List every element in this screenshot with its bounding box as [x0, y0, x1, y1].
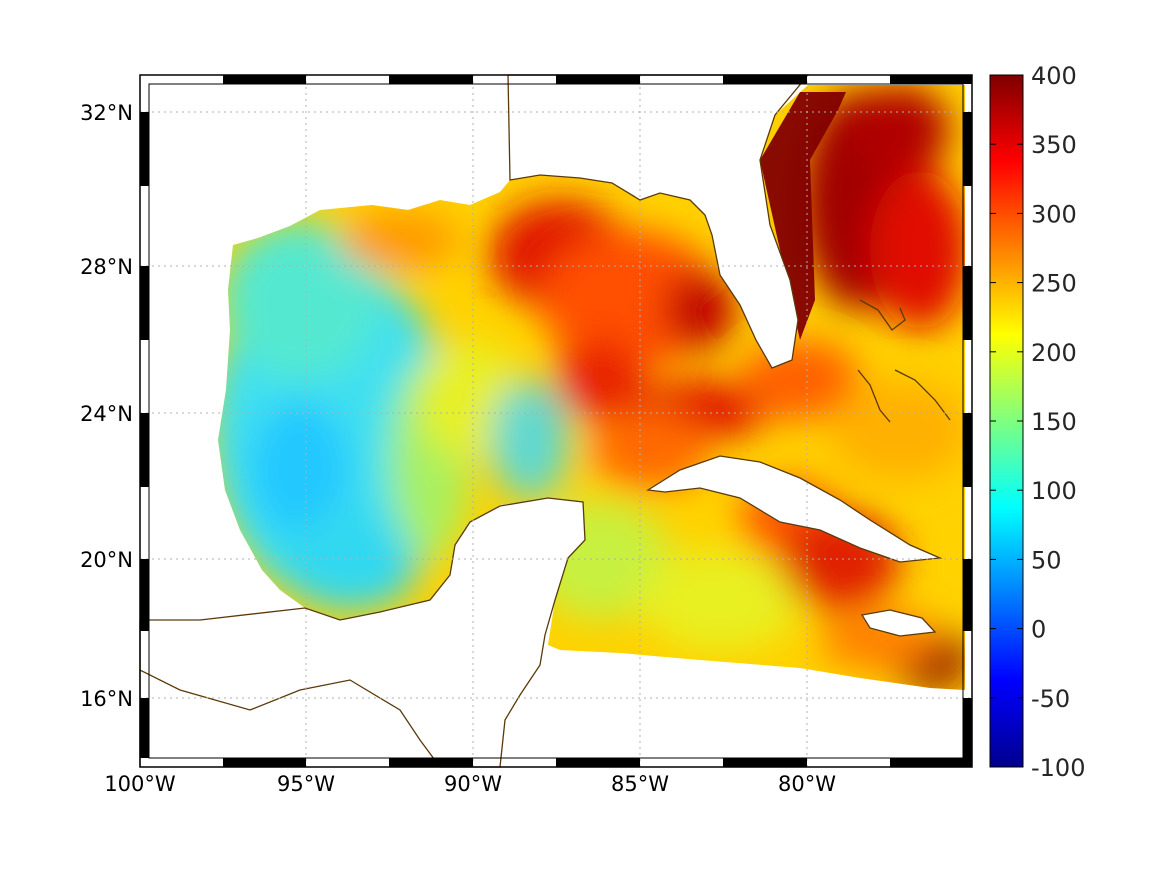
colorbar-tick-label: -50 [1031, 685, 1070, 713]
map-frame [139, 74, 973, 768]
lat-tick-label: 24°N [80, 402, 133, 426]
cuba-land [646, 455, 943, 563]
land-masses [139, 74, 943, 768]
colorbar-tick-label: 0 [1031, 616, 1046, 644]
florida-land [507, 74, 810, 369]
lon-tick-label: 90°W [444, 772, 502, 796]
colorbar-tick-label: 50 [1031, 546, 1062, 574]
colorbar-tick-label: 200 [1031, 339, 1077, 367]
lat-tick-label: 16°N [80, 687, 133, 711]
colorbar-tick-label: 100 [1031, 477, 1077, 505]
colorbar-labels: 400 350 300 250 200 150 100 50 0 -50 -100 [1031, 62, 1085, 782]
lat-tick-label: 20°N [80, 548, 133, 572]
gulf-stream-core [760, 92, 846, 340]
lon-tick-label: 80°W [778, 772, 836, 796]
jamaica-land [860, 609, 937, 637]
colorbar-tick-label: 350 [1031, 131, 1077, 159]
lon-tick-labels: 100°W 95°W 90°W 85°W 80°W [104, 772, 836, 796]
colorbar-tick-label: 400 [1031, 62, 1077, 90]
colorbar-tick-label: -100 [1031, 754, 1085, 782]
lon-tick-label: 100°W [104, 772, 176, 796]
lon-tick-label: 95°W [277, 772, 335, 796]
yucatan-land [139, 497, 586, 768]
colorbar-tick-label: 150 [1031, 408, 1077, 436]
colorbar: 400 350 300 250 200 150 100 50 0 -50 -100 [989, 62, 1085, 782]
graticule [140, 75, 972, 767]
colorbar-tick-label: 250 [1031, 270, 1077, 298]
lat-tick-label: 28°N [80, 255, 133, 279]
frame-bars [140, 75, 972, 767]
lon-tick-label: 85°W [611, 772, 669, 796]
lat-tick-labels: 32°N 28°N 24°N 20°N 16°N [80, 101, 133, 711]
colorbar-ticks [990, 74, 1023, 768]
bahamas-islands [857, 299, 951, 423]
lat-tick-label: 32°N [80, 101, 133, 125]
colorbar-tick-label: 300 [1031, 200, 1077, 228]
